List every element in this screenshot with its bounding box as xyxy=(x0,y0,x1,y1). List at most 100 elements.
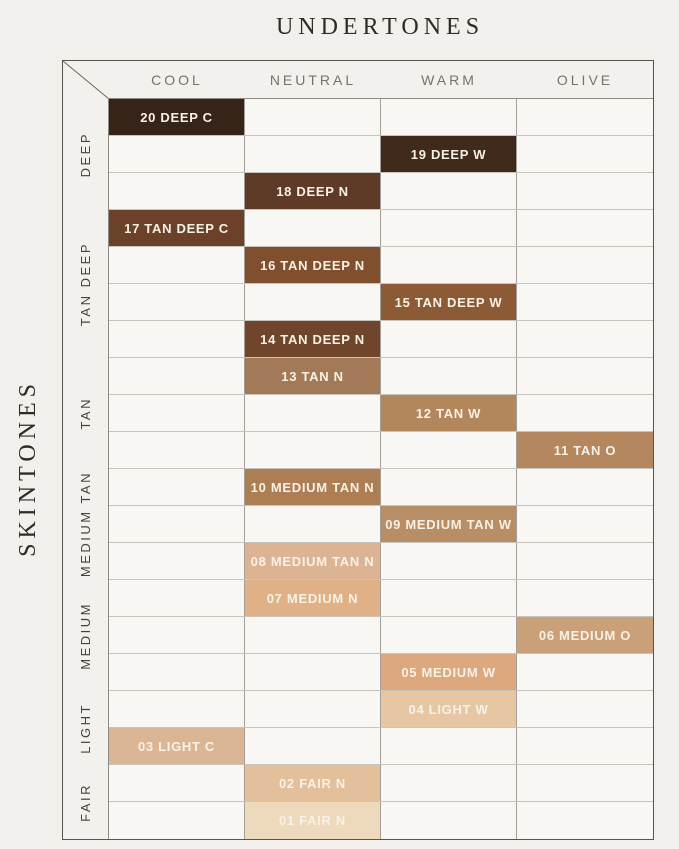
grid-cell xyxy=(517,358,653,394)
grid-cell xyxy=(517,765,653,801)
grid-cell xyxy=(245,136,381,172)
shade-swatch: 10 MEDIUM TAN N xyxy=(245,469,381,505)
column-header-warm: WARM xyxy=(421,71,477,88)
grid-cell xyxy=(517,321,653,357)
table-row: 04 LIGHT W xyxy=(109,691,653,728)
grid-cell xyxy=(109,654,245,690)
grid-cell xyxy=(381,543,517,579)
grid-cell xyxy=(517,802,653,839)
shade-swatch: 13 TAN N xyxy=(245,358,381,394)
grid-cell xyxy=(109,358,245,394)
skintones-axis-label: SKINTONES xyxy=(14,379,41,557)
grid-cell xyxy=(517,469,653,505)
grid-cell xyxy=(245,210,381,246)
grid-cell xyxy=(381,802,517,839)
table-row: 03 LIGHT C xyxy=(109,728,653,765)
shade-swatch: 07 MEDIUM N xyxy=(245,580,381,616)
shade-swatch: 17 TAN DEEP C xyxy=(109,210,245,246)
shade-swatch: 06 MEDIUM O xyxy=(517,617,653,653)
grid-cell xyxy=(109,395,245,431)
grid-cell xyxy=(109,802,245,839)
grid-cell xyxy=(245,617,381,653)
undertone-column-headers: COOL NEUTRAL WARM OLIVE xyxy=(109,61,653,99)
grid-cell xyxy=(109,284,245,320)
table-row: 02 FAIR N xyxy=(109,765,653,802)
grid-cell xyxy=(109,691,245,727)
row-group-label-light: LIGHT xyxy=(63,691,108,765)
shade-swatch: 20 DEEP C xyxy=(109,99,245,135)
grid-cell xyxy=(517,506,653,542)
row-group-label-medium-tan: MEDIUM TAN xyxy=(63,469,108,580)
row-group-label-fair: FAIR xyxy=(63,765,108,839)
grid-cell xyxy=(381,358,517,394)
grid-cell xyxy=(109,506,245,542)
grid-cell xyxy=(109,765,245,801)
grid-cell xyxy=(381,765,517,801)
table-row: 07 MEDIUM N xyxy=(109,580,653,617)
shade-swatch: 15 TAN DEEP W xyxy=(381,284,517,320)
grid-cell xyxy=(381,617,517,653)
grid-cell xyxy=(381,210,517,246)
grid-cell xyxy=(381,728,517,764)
table-row: 05 MEDIUM W xyxy=(109,654,653,691)
grid-cell xyxy=(245,395,381,431)
shade-swatch: 18 DEEP N xyxy=(245,173,381,209)
row-group-label-text: LIGHT xyxy=(78,702,93,754)
skintone-group-column: DEEP TAN DEEP TAN MEDIUM TAN MEDIUM LIGHT FAIR xyxy=(63,99,109,839)
row-group-label-text: DEEP xyxy=(78,131,93,178)
shade-swatch: 11 TAN O xyxy=(517,432,653,468)
row-group-label-text: MEDIUM TAN xyxy=(78,471,93,578)
row-group-label-tan: TAN xyxy=(63,358,108,469)
grid-cell xyxy=(381,173,517,209)
grid-cell xyxy=(381,580,517,616)
shade-swatch: 08 MEDIUM TAN N xyxy=(245,543,381,579)
grid-cell xyxy=(517,99,653,135)
column-header-olive: OLIVE xyxy=(556,71,614,88)
table-row: 20 DEEP C xyxy=(109,99,653,136)
table-row: 09 MEDIUM TAN W xyxy=(109,506,653,543)
skintones-axis-label-container: SKINTONES xyxy=(0,98,56,838)
shade-swatch: 01 FAIR N xyxy=(245,802,381,839)
table-row: 18 DEEP N xyxy=(109,173,653,210)
grid-cell xyxy=(109,247,245,283)
row-group-label-text: TAN DEEP xyxy=(78,241,93,327)
shade-swatch: 19 DEEP W xyxy=(381,136,517,172)
grid-cell xyxy=(109,173,245,209)
grid-cell xyxy=(517,284,653,320)
grid-cell xyxy=(517,210,653,246)
shade-swatch: 14 TAN DEEP N xyxy=(245,321,381,357)
shade-swatch: 05 MEDIUM W xyxy=(381,654,517,690)
corner-cell xyxy=(63,61,109,99)
table-row: 01 FAIR N xyxy=(109,802,653,839)
grid-cell xyxy=(517,728,653,764)
grid-cell xyxy=(109,617,245,653)
grid-cell xyxy=(381,247,517,283)
grid-cell xyxy=(109,136,245,172)
row-group-label-text: MEDIUM xyxy=(78,601,93,670)
shade-swatch: 02 FAIR N xyxy=(245,765,381,801)
grid-cell xyxy=(381,432,517,468)
table-row: 11 TAN O xyxy=(109,432,653,469)
grid-cell xyxy=(109,580,245,616)
grid-cell xyxy=(245,506,381,542)
table-row: 06 MEDIUM O xyxy=(109,617,653,654)
shade-swatch: 16 TAN DEEP N xyxy=(245,247,381,283)
grid-cell xyxy=(245,284,381,320)
grid-cell xyxy=(245,691,381,727)
grid-cell xyxy=(109,469,245,505)
grid-cell xyxy=(517,136,653,172)
grid-cell xyxy=(109,543,245,579)
grid-cell xyxy=(381,99,517,135)
shade-swatch: 03 LIGHT C xyxy=(109,728,245,764)
grid-cell xyxy=(517,691,653,727)
grid-cell xyxy=(381,469,517,505)
shade-swatch: 09 MEDIUM TAN W xyxy=(381,506,517,542)
row-group-label-medium: MEDIUM xyxy=(63,580,108,691)
grid-cell xyxy=(517,543,653,579)
row-group-label-tan-deep: TAN DEEP xyxy=(63,210,108,358)
shade-swatch: 04 LIGHT W xyxy=(381,691,517,727)
table-row: 14 TAN DEEP N xyxy=(109,321,653,358)
table-row: 16 TAN DEEP N xyxy=(109,247,653,284)
grid-cell xyxy=(517,580,653,616)
